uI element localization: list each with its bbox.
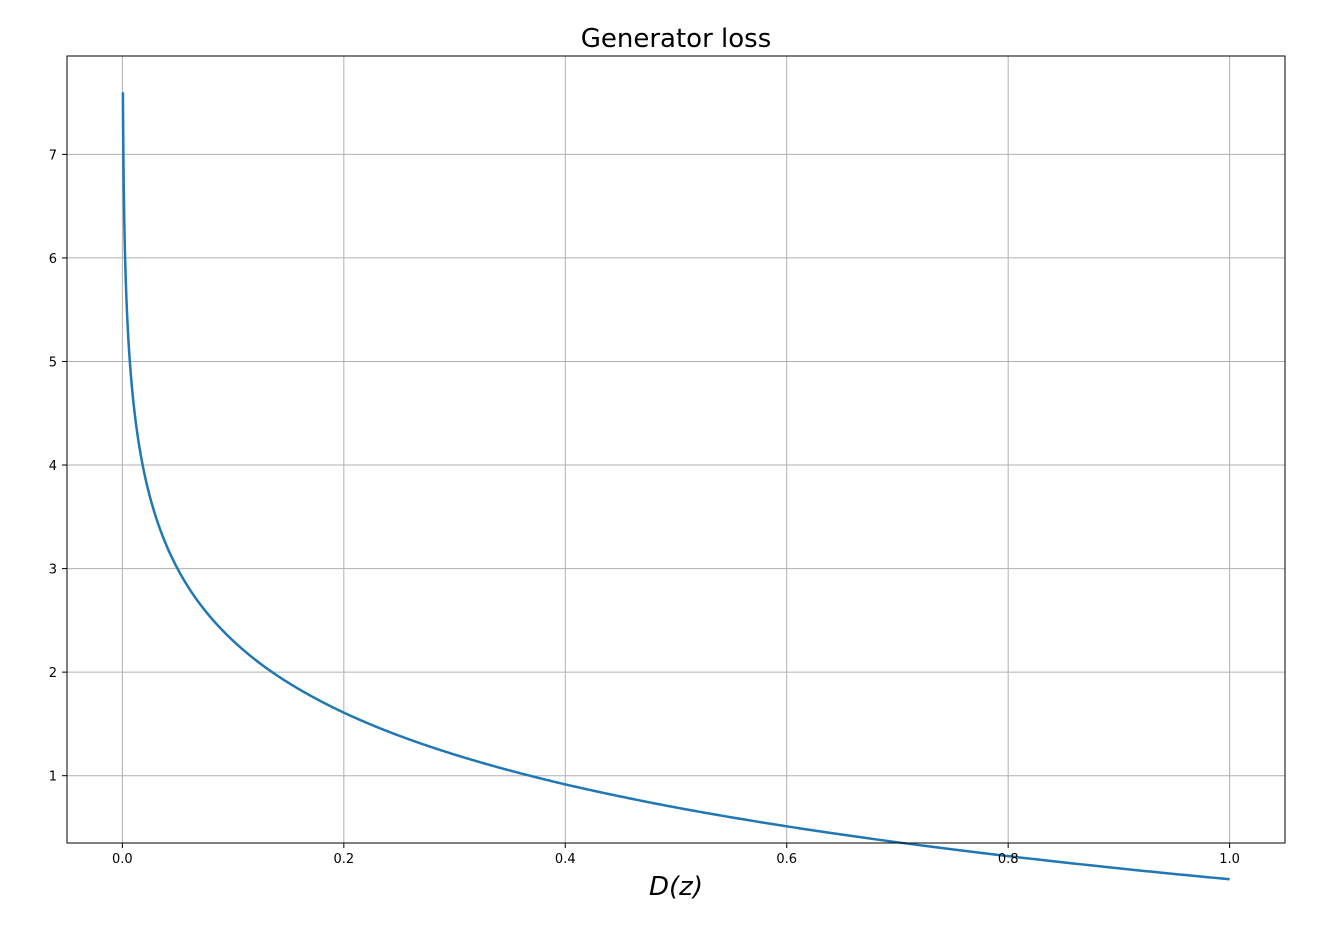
x-axis-label: D(z) [649, 872, 703, 902]
y-tick-label: 1 [49, 770, 57, 785]
y-tick-label: 7 [49, 148, 57, 163]
grid [67, 56, 1285, 843]
plot-area-frame [66, 55, 1286, 844]
y-tick-label: 3 [49, 563, 57, 578]
x-tick-label: 1.0 [1219, 852, 1240, 867]
y-axis-ticks: 1 2 3 4 5 6 7 [49, 148, 67, 785]
x-tick-label: 0.2 [333, 852, 354, 867]
y-tick-label: 5 [49, 355, 57, 370]
y-tick-label: 4 [49, 459, 57, 474]
generator-loss-curve [121, 92, 1230, 881]
x-tick-label: 0.4 [555, 852, 576, 867]
y-tick-label: 2 [49, 666, 57, 681]
x-tick-label: 0.0 [112, 852, 133, 867]
x-tick-label: 0.8 [998, 852, 1019, 867]
x-axis-ticks: 0.0 0.2 0.4 0.6 0.8 1.0 [112, 843, 1240, 867]
series-layer [121, 92, 1230, 881]
chart-title: Generator loss [581, 24, 772, 54]
x-tick-label: 0.6 [776, 852, 797, 867]
y-tick-label: 6 [49, 252, 57, 267]
